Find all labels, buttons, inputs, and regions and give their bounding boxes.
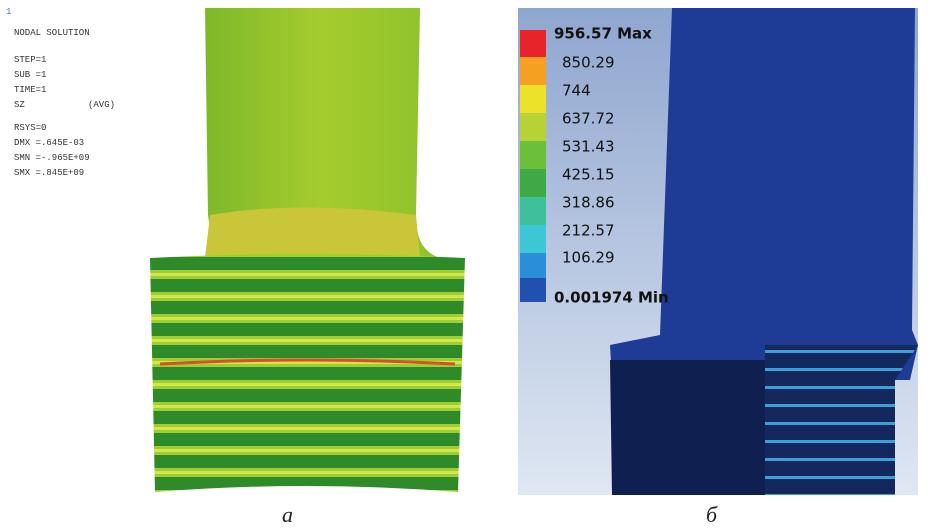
legend-label: 531.43 bbox=[562, 138, 615, 156]
legend-label: 212.57 bbox=[562, 222, 615, 240]
caption: б bbox=[706, 502, 718, 527]
info-lines: STEP=1 SUB =1 TIME=1 SZ (AVG) RSYS=0 DMX =.645… bbox=[14, 55, 115, 178]
legend-label: 425.15 bbox=[562, 166, 615, 184]
info-line: TIME=1 bbox=[14, 85, 46, 95]
root bbox=[150, 254, 465, 492]
info-line: SMX =.845E+09 bbox=[14, 168, 84, 178]
root-face bbox=[610, 360, 765, 495]
legend-label: 0.001974 Min bbox=[554, 289, 669, 307]
info-line: SZ bbox=[14, 100, 25, 110]
info-line: DMX =.645E-03 bbox=[14, 138, 84, 148]
info-line: STEP=1 bbox=[14, 55, 46, 65]
blade bbox=[205, 8, 440, 258]
info-line: SUB =1 bbox=[14, 70, 46, 80]
legend-scale bbox=[520, 30, 546, 302]
legend-label: 744 bbox=[562, 82, 591, 100]
panel-a: 1 NODAL SOLUTION STEP=1 SUB =1 TIME=1 SZ (AV… bbox=[6, 7, 465, 527]
info-line: RSYS=0 bbox=[14, 123, 46, 133]
legend-label: 637.72 bbox=[562, 110, 615, 128]
legend-labels: 956.57 Max 850.29 744 637.72 531.43 425.15 318… bbox=[554, 25, 669, 307]
legend-label: 318.86 bbox=[562, 194, 615, 212]
caption: а bbox=[282, 502, 293, 527]
fillet bbox=[205, 207, 420, 258]
title: NODAL SOLUTION bbox=[14, 28, 90, 38]
legend-label: 850.29 bbox=[562, 54, 615, 72]
legend-label: 956.57 Max bbox=[554, 25, 652, 43]
hot-line bbox=[159, 358, 456, 366]
legend-label: 106.29 bbox=[562, 249, 615, 267]
marker: 1 bbox=[6, 7, 11, 17]
blade bbox=[610, 8, 918, 380]
info-line: (AVG) bbox=[88, 100, 115, 110]
root-teeth bbox=[765, 345, 918, 495]
panel-b: 956.57 Max 850.29 744 637.72 531.43 425.15 318… bbox=[518, 8, 918, 527]
info-line: SMN =-.965E+09 bbox=[14, 153, 90, 163]
